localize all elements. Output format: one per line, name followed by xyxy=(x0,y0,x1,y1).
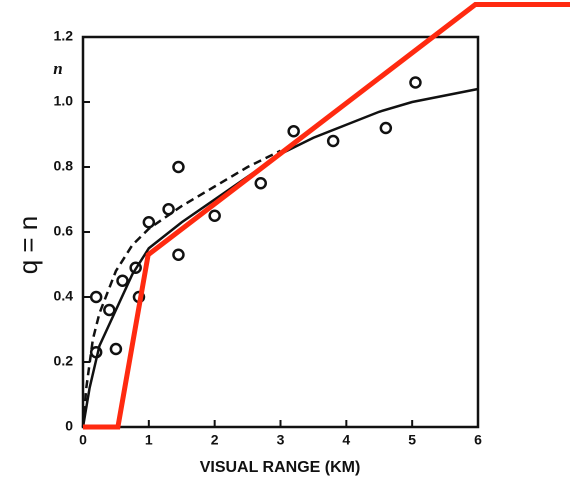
x-tick-label: 0 xyxy=(79,432,87,448)
data-point xyxy=(172,248,185,261)
data-point xyxy=(208,209,221,222)
y-tick-label: 0 xyxy=(65,418,73,434)
data-point xyxy=(162,203,175,216)
dashed-curve xyxy=(81,149,282,428)
y-axis-label: q = n xyxy=(13,216,43,275)
data-point xyxy=(254,177,267,190)
data-point xyxy=(172,160,185,174)
plot-frame xyxy=(81,35,480,429)
x-tick-label: 4 xyxy=(342,432,350,448)
y-tick-label: 0.2 xyxy=(54,353,74,369)
y-tick-label: 0.8 xyxy=(54,158,74,174)
x-tick-label: 5 xyxy=(408,432,416,448)
data-point xyxy=(409,76,422,89)
data-point xyxy=(287,125,300,138)
x-axis-label: VISUAL RANGE (KM) xyxy=(200,459,361,476)
data-point xyxy=(326,134,340,148)
x-tick-label: 2 xyxy=(211,432,219,448)
x-tick-label: 1 xyxy=(145,432,153,448)
y-tick-label: 1.0 xyxy=(54,93,74,109)
red-line xyxy=(83,2,570,430)
data-point xyxy=(116,274,129,287)
data-point xyxy=(103,303,116,317)
y-tick-label: 0.4 xyxy=(54,288,74,304)
x-tick-label: 6 xyxy=(474,432,482,448)
y-tick-label: 1.2 xyxy=(54,28,74,44)
y-tick-label: 0.6 xyxy=(54,223,74,239)
data-point xyxy=(379,121,393,135)
x-tick-label: 3 xyxy=(277,432,285,448)
solid-curve xyxy=(81,87,479,428)
data-point xyxy=(109,342,123,356)
annotation: n xyxy=(53,59,62,78)
data-point xyxy=(142,216,156,229)
data-point xyxy=(89,290,103,304)
data-point xyxy=(129,261,142,274)
